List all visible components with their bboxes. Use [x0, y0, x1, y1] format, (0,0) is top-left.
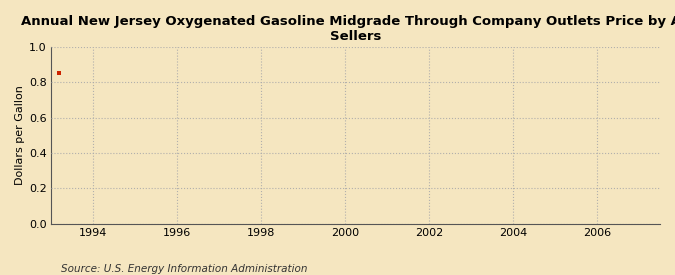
- Text: Source: U.S. Energy Information Administration: Source: U.S. Energy Information Administ…: [61, 264, 307, 274]
- Title: Annual New Jersey Oxygenated Gasoline Midgrade Through Company Outlets Price by : Annual New Jersey Oxygenated Gasoline Mi…: [21, 15, 675, 43]
- Y-axis label: Dollars per Gallon: Dollars per Gallon: [15, 86, 25, 185]
